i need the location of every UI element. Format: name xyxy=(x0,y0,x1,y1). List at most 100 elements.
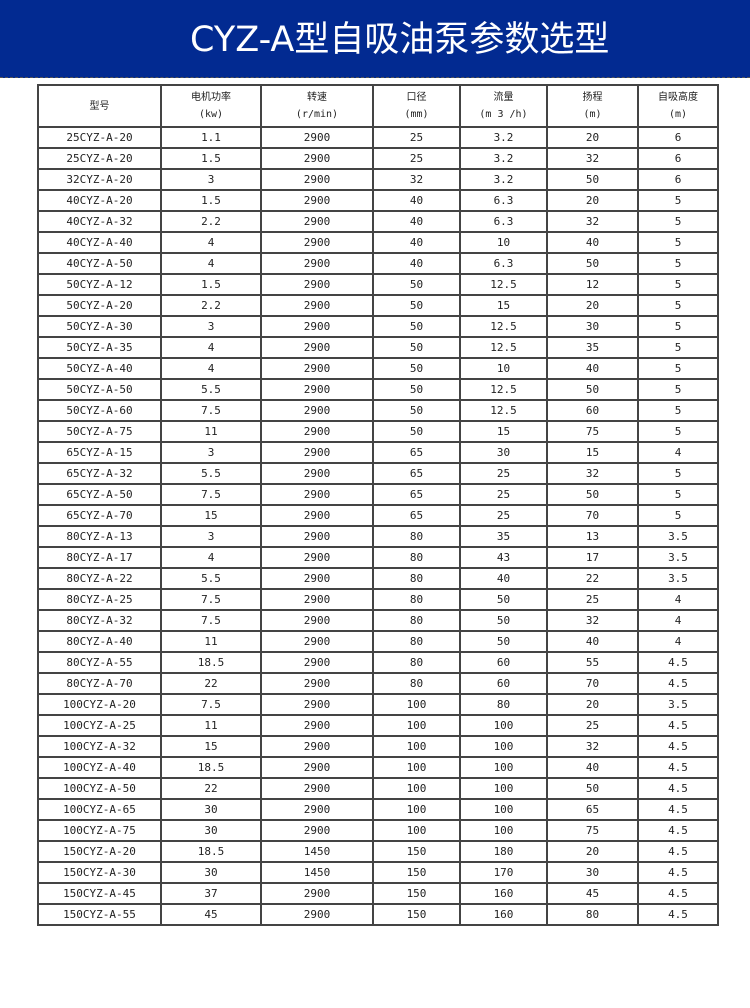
table-cell: 100CYZ-A-20 xyxy=(37,693,162,716)
table-cell: 50 xyxy=(546,168,639,191)
table-cell: 80 xyxy=(372,672,461,695)
table-cell: 7.5 xyxy=(160,483,262,506)
table-cell: 100 xyxy=(372,777,461,800)
table-cell: 150 xyxy=(372,840,461,863)
table-cell: 4.5 xyxy=(637,861,719,884)
table-cell: 2900 xyxy=(260,630,374,653)
table-row: 80CYZ-A-70 22 2900 80 60 70 4.5 xyxy=(37,672,719,695)
table-cell: 32 xyxy=(546,609,639,632)
table-cell: 2900 xyxy=(260,357,374,380)
table-cell: 70 xyxy=(546,672,639,695)
column-header: 转速 (r/min) xyxy=(260,84,374,128)
table-cell: 3.2 xyxy=(459,147,548,170)
table-cell: 32 xyxy=(546,735,639,758)
table-cell: 1.5 xyxy=(160,147,262,170)
table-row: 65CYZ-A-15 3 2900 65 30 15 4 xyxy=(37,441,719,464)
table-cell: 50CYZ-A-20 xyxy=(37,294,162,317)
table-cell: 32CYZ-A-20 xyxy=(37,168,162,191)
table-cell: 100CYZ-A-25 xyxy=(37,714,162,737)
table-row: 80CYZ-A-55 18.5 2900 80 60 55 4.5 xyxy=(37,651,719,674)
table-cell: 65CYZ-A-15 xyxy=(37,441,162,464)
table-cell: 2900 xyxy=(260,273,374,296)
table-cell: 2900 xyxy=(260,798,374,821)
table-cell: 5 xyxy=(637,231,719,254)
table-cell: 100 xyxy=(459,735,548,758)
table-cell: 5 xyxy=(637,483,719,506)
table-cell: 30 xyxy=(160,861,262,884)
table-row: 50CYZ-A-40 4 2900 50 10 40 5 xyxy=(37,357,719,380)
table-cell: 75 xyxy=(546,420,639,443)
table-cell: 2900 xyxy=(260,609,374,632)
table-cell: 160 xyxy=(459,882,548,905)
table-cell: 50 xyxy=(459,630,548,653)
table-cell: 80CYZ-A-22 xyxy=(37,567,162,590)
table-cell: 4.5 xyxy=(637,672,719,695)
table-row: 50CYZ-A-30 3 2900 50 12.5 30 5 xyxy=(37,315,719,338)
table-cell: 3 xyxy=(160,315,262,338)
table-cell: 2900 xyxy=(260,483,374,506)
table-cell: 5 xyxy=(637,294,719,317)
table-cell: 65CYZ-A-32 xyxy=(37,462,162,485)
table-cell: 80 xyxy=(372,525,461,548)
table-cell: 11 xyxy=(160,420,262,443)
table-cell: 4 xyxy=(160,357,262,380)
table-cell: 3.5 xyxy=(637,567,719,590)
table-cell: 32 xyxy=(546,462,639,485)
table-cell: 100 xyxy=(372,735,461,758)
table-cell: 160 xyxy=(459,903,548,926)
table-cell: 11 xyxy=(160,714,262,737)
table-cell: 5 xyxy=(637,378,719,401)
table-cell: 80 xyxy=(546,903,639,926)
table-cell: 50 xyxy=(372,420,461,443)
table-cell: 7.5 xyxy=(160,588,262,611)
table-cell: 22 xyxy=(546,567,639,590)
column-header-unit: (mm) xyxy=(404,109,429,120)
table-cell: 40 xyxy=(546,630,639,653)
table-cell: 40 xyxy=(546,756,639,779)
table-row: 50CYZ-A-12 1.5 2900 50 12.5 12 5 xyxy=(37,273,719,296)
table-cell: 32 xyxy=(546,147,639,170)
table-cell: 6.3 xyxy=(459,189,548,212)
column-header: 型号 xyxy=(37,84,162,128)
table-cell: 25 xyxy=(459,483,548,506)
column-header-label: 口径 xyxy=(406,92,427,103)
table-header-row: 型号 电机功率 (kw) 转速 (r/min) 口径 (mm) 流量 (m 3 /h) 扬程 (m)… xyxy=(37,84,719,128)
table-cell: 20 xyxy=(546,189,639,212)
table-cell: 2900 xyxy=(260,168,374,191)
table-cell: 80 xyxy=(459,693,548,716)
table-row: 80CYZ-A-13 3 2900 80 35 13 3.5 xyxy=(37,525,719,548)
table-cell: 1450 xyxy=(260,861,374,884)
table-cell: 6 xyxy=(637,126,719,149)
column-header-label: 扬程 xyxy=(582,92,603,103)
table-cell: 100CYZ-A-75 xyxy=(37,819,162,842)
table-cell: 15 xyxy=(459,294,548,317)
table-cell: 2900 xyxy=(260,210,374,233)
table-cell: 12.5 xyxy=(459,273,548,296)
table-cell: 50 xyxy=(372,357,461,380)
table-cell: 4 xyxy=(160,231,262,254)
table-row: 100CYZ-A-65 30 2900 100 100 65 4.5 xyxy=(37,798,719,821)
table-cell: 10 xyxy=(459,231,548,254)
table-cell: 50 xyxy=(372,399,461,422)
table-cell: 65CYZ-A-50 xyxy=(37,483,162,506)
table-row: 50CYZ-A-35 4 2900 50 12.5 35 5 xyxy=(37,336,719,359)
table-cell: 30 xyxy=(546,315,639,338)
column-header-label: 型号 xyxy=(89,100,110,112)
table-cell: 30 xyxy=(546,861,639,884)
table-row: 80CYZ-A-17 4 2900 80 43 17 3.5 xyxy=(37,546,719,569)
table-cell: 2.2 xyxy=(160,294,262,317)
table-cell: 2900 xyxy=(260,903,374,926)
table-cell: 2900 xyxy=(260,441,374,464)
table-cell: 12.5 xyxy=(459,378,548,401)
table-cell: 80CYZ-A-17 xyxy=(37,546,162,569)
table-cell: 43 xyxy=(459,546,548,569)
table-cell: 20 xyxy=(546,126,639,149)
table-cell: 40 xyxy=(372,252,461,275)
table-cell: 3.5 xyxy=(637,525,719,548)
table-cell: 5 xyxy=(637,504,719,527)
table-cell: 2900 xyxy=(260,315,374,338)
table-cell: 150CYZ-A-30 xyxy=(37,861,162,884)
table-cell: 65CYZ-A-70 xyxy=(37,504,162,527)
table-cell: 50 xyxy=(546,252,639,275)
table-cell: 5 xyxy=(637,336,719,359)
